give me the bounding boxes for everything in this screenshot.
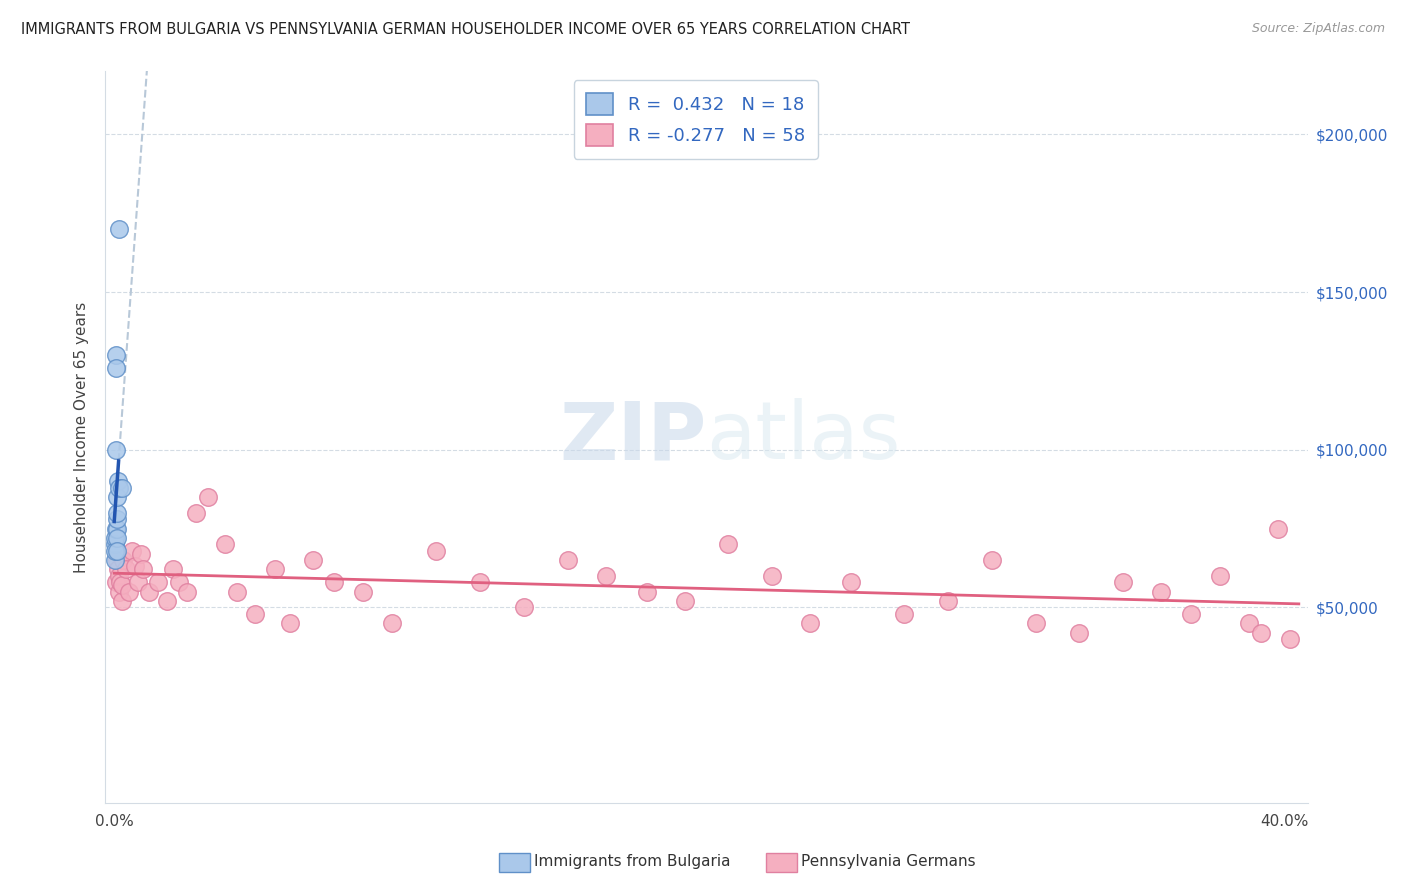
Point	[512, 600, 534, 615]
Point	[110, 594, 132, 608]
Point	[302, 553, 325, 567]
Point	[104, 360, 127, 375]
Point	[108, 481, 131, 495]
Point	[595, 569, 617, 583]
Point	[129, 547, 152, 561]
Point	[352, 584, 374, 599]
Point	[197, 490, 219, 504]
Point	[138, 584, 160, 599]
Point	[105, 506, 128, 520]
Point	[105, 442, 128, 457]
Point	[146, 575, 169, 590]
Point	[761, 569, 783, 583]
Point	[1069, 625, 1091, 640]
Point	[110, 481, 132, 495]
Point	[264, 562, 287, 576]
Point	[104, 543, 127, 558]
Point	[105, 512, 128, 526]
Point	[1209, 569, 1232, 583]
Point	[107, 562, 129, 576]
Point	[1025, 616, 1047, 631]
Point	[104, 553, 127, 567]
Point	[673, 594, 696, 608]
Point	[127, 575, 149, 590]
Point	[105, 543, 128, 558]
Text: Immigrants from Bulgaria: Immigrants from Bulgaria	[534, 855, 731, 869]
Text: Source: ZipAtlas.com: Source: ZipAtlas.com	[1251, 22, 1385, 36]
Point	[104, 537, 127, 551]
Point	[214, 537, 236, 551]
Point	[1180, 607, 1202, 621]
Point	[980, 553, 1002, 567]
Point	[121, 543, 143, 558]
Point	[162, 562, 184, 576]
Point	[468, 575, 491, 590]
Point	[132, 562, 155, 576]
Point	[184, 506, 207, 520]
Point	[278, 616, 301, 631]
Point	[107, 474, 129, 488]
Point	[322, 575, 344, 590]
Point	[111, 578, 134, 592]
Point	[839, 575, 862, 590]
Text: ZIP: ZIP	[560, 398, 707, 476]
Point	[104, 521, 127, 535]
Point	[243, 607, 266, 621]
Point	[107, 569, 129, 583]
Point	[1150, 584, 1173, 599]
Point	[799, 616, 821, 631]
Point	[1112, 575, 1135, 590]
Legend: R =  0.432   N = 18, R = -0.277   N = 58: R = 0.432 N = 18, R = -0.277 N = 58	[574, 80, 818, 159]
Point	[636, 584, 658, 599]
Point	[107, 222, 129, 236]
Point	[124, 559, 146, 574]
Point	[381, 616, 404, 631]
Point	[104, 575, 127, 590]
Point	[1279, 632, 1302, 646]
Point	[893, 607, 915, 621]
Point	[1237, 616, 1260, 631]
Point	[717, 537, 740, 551]
Point	[108, 575, 131, 590]
Point	[1267, 521, 1289, 535]
Point	[104, 531, 127, 545]
Point	[105, 531, 128, 545]
Text: IMMIGRANTS FROM BULGARIA VS PENNSYLVANIA GERMAN HOUSEHOLDER INCOME OVER 65 YEARS: IMMIGRANTS FROM BULGARIA VS PENNSYLVANIA…	[21, 22, 910, 37]
Point	[156, 594, 179, 608]
Point	[105, 553, 128, 567]
Point	[557, 553, 579, 567]
Text: atlas: atlas	[707, 398, 901, 476]
Point	[226, 584, 249, 599]
Text: Pennsylvania Germans: Pennsylvania Germans	[801, 855, 976, 869]
Point	[167, 575, 190, 590]
Point	[425, 543, 447, 558]
Point	[936, 594, 959, 608]
Point	[1250, 625, 1272, 640]
Point	[107, 490, 129, 504]
Point	[108, 584, 131, 599]
Point	[176, 584, 198, 599]
Point	[118, 584, 141, 599]
Point	[105, 521, 128, 535]
Point	[115, 562, 138, 576]
Point	[111, 553, 134, 567]
Point	[104, 348, 127, 362]
Y-axis label: Householder Income Over 65 years: Householder Income Over 65 years	[75, 301, 90, 573]
